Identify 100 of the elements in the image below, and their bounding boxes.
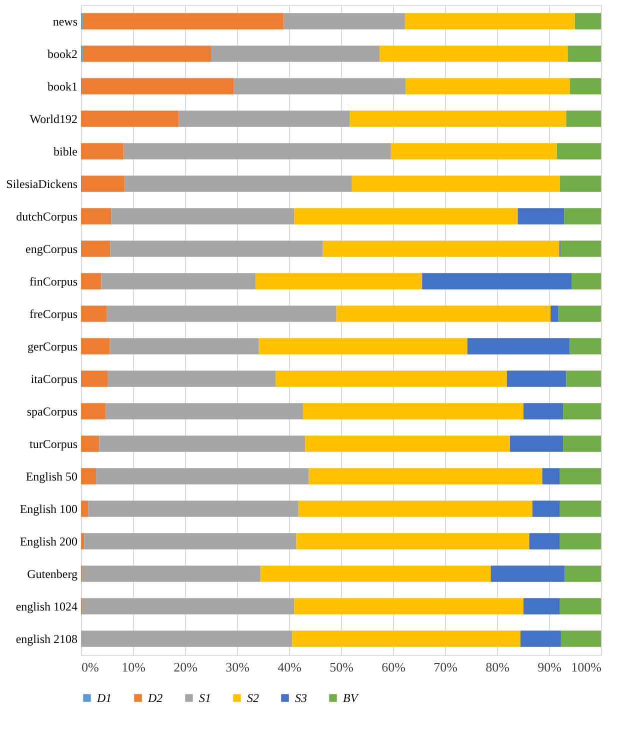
bar xyxy=(82,240,110,257)
bar xyxy=(81,533,84,550)
bar xyxy=(292,630,520,647)
y-tick-label: spaCorpus xyxy=(26,404,78,418)
bar xyxy=(524,403,564,420)
legend-label: D1 xyxy=(96,691,112,705)
bar xyxy=(81,630,292,647)
bar xyxy=(560,533,601,550)
bar xyxy=(82,46,211,62)
bar xyxy=(298,500,532,517)
bar xyxy=(96,468,309,484)
x-tick-label: 10% xyxy=(122,660,146,674)
bar xyxy=(524,598,560,614)
bar xyxy=(82,13,284,30)
bar xyxy=(550,306,558,322)
x-tick-label: 50% xyxy=(330,660,354,674)
bar xyxy=(82,78,234,94)
bar xyxy=(81,143,124,160)
y-tick-label: freCorpus xyxy=(30,306,78,321)
bar xyxy=(575,13,601,30)
y-tick-label: bible xyxy=(54,144,78,158)
bar xyxy=(81,208,112,224)
bar xyxy=(350,110,566,127)
bar xyxy=(106,306,336,322)
legend-label: D2 xyxy=(147,691,163,705)
bar xyxy=(564,208,601,224)
bar xyxy=(81,110,179,127)
bar xyxy=(234,78,406,94)
bar xyxy=(560,468,601,484)
legend-label: S3 xyxy=(295,691,307,705)
bar xyxy=(566,110,601,127)
bar xyxy=(405,78,570,94)
bar xyxy=(82,176,125,192)
x-tick-label: 20% xyxy=(174,660,198,674)
bar xyxy=(124,176,352,192)
bar xyxy=(108,370,276,387)
x-tick-label: 80% xyxy=(486,660,510,674)
x-tick-label: 40% xyxy=(278,660,302,674)
y-tick-label: Gutenberg xyxy=(27,566,78,581)
bar xyxy=(88,500,298,517)
y-tick-label: english 2108 xyxy=(16,632,78,646)
bar xyxy=(352,176,560,192)
bar xyxy=(558,306,601,322)
y-tick-label: dutchCorpus xyxy=(16,209,78,224)
bar xyxy=(566,370,601,387)
y-tick-label: gerCorpus xyxy=(28,339,78,354)
bar xyxy=(322,240,560,257)
y-tick-label: news xyxy=(52,14,78,28)
bar xyxy=(296,533,530,550)
bar xyxy=(560,598,601,614)
x-tick-label: 0% xyxy=(82,660,99,674)
legend-label: BV xyxy=(343,691,360,705)
bar xyxy=(336,306,551,322)
bar xyxy=(572,273,601,290)
bar xyxy=(260,566,491,582)
bar xyxy=(490,566,565,582)
bar xyxy=(563,436,601,452)
bar xyxy=(303,403,524,420)
y-tick-label: World192 xyxy=(30,112,78,126)
bar xyxy=(560,500,601,517)
bar xyxy=(82,566,260,582)
bar xyxy=(99,436,306,452)
y-tick-label: English 100 xyxy=(20,502,78,516)
bar xyxy=(532,500,560,517)
bar xyxy=(101,273,256,290)
bar xyxy=(506,370,566,387)
bar xyxy=(529,533,560,550)
legend-label: S2 xyxy=(247,691,259,705)
bar xyxy=(81,338,110,354)
x-tick-label: 100% xyxy=(571,660,602,674)
bar xyxy=(564,566,601,582)
bar xyxy=(570,78,601,94)
y-tick-label: finCorpus xyxy=(30,274,78,288)
y-tick-label: book1 xyxy=(48,79,78,94)
bar xyxy=(556,143,601,160)
bar xyxy=(294,208,518,224)
bar xyxy=(81,436,100,452)
bar xyxy=(308,468,542,484)
x-tick-label: 90% xyxy=(538,660,562,674)
bar xyxy=(284,13,405,30)
bar xyxy=(178,110,350,127)
bar xyxy=(520,630,561,647)
bar xyxy=(560,240,601,257)
bar xyxy=(563,403,601,420)
y-tick-label: SilesiaDickens xyxy=(6,176,78,191)
y-tick-label: engCorpus xyxy=(26,242,78,256)
bar xyxy=(275,370,507,387)
y-tick-label: english 1024 xyxy=(16,599,78,614)
bar xyxy=(258,338,468,354)
bar xyxy=(81,500,88,517)
bar xyxy=(81,468,96,484)
bar xyxy=(404,13,575,30)
bar xyxy=(82,370,108,387)
bar xyxy=(568,46,601,62)
bar xyxy=(105,403,304,420)
bar xyxy=(510,436,564,452)
bar xyxy=(84,533,296,550)
y-tick-label: itaCorpus xyxy=(30,372,78,386)
bar xyxy=(518,208,564,224)
bar xyxy=(124,143,391,160)
